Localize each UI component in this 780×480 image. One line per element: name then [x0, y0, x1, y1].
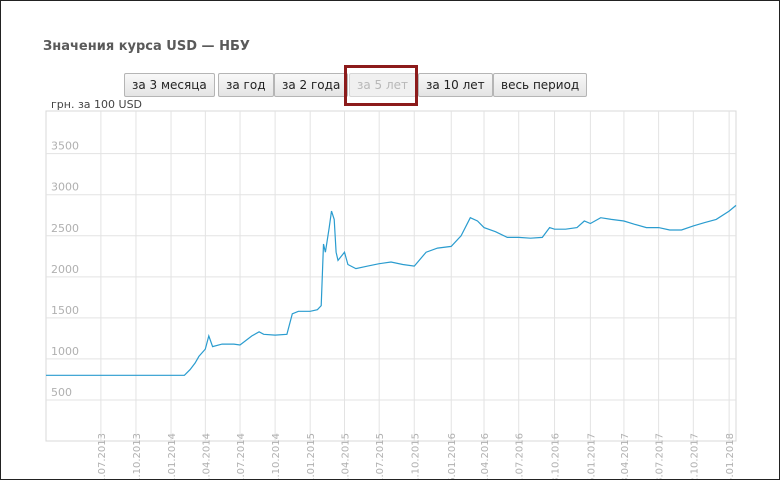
x-tick-label: 01.07.2016 — [515, 433, 526, 479]
x-tick-label: 03.07.2017 — [655, 433, 666, 479]
y-tick-label: 2500 — [51, 222, 79, 235]
range-button[interactable]: за 3 месяца — [124, 73, 215, 97]
x-tick-label: 01.10.2015 — [410, 433, 421, 479]
range-button[interactable]: весь период — [493, 73, 588, 97]
range-button[interactable]: за 10 лет — [418, 73, 493, 97]
x-tick-label: 04.01.2018 — [725, 433, 736, 479]
y-tick-label: 1500 — [51, 304, 79, 317]
y-tick-label: 1000 — [51, 345, 79, 358]
y-tick-label: 3000 — [51, 181, 79, 194]
x-tick-label: 01.01.2014 — [167, 433, 178, 479]
x-tick-label: 01.07.2015 — [375, 433, 386, 479]
data-line — [46, 204, 737, 376]
x-tick-label: 03.04.2017 — [620, 433, 631, 479]
x-tick-label: 06.01.2016 — [447, 433, 458, 479]
x-tick-label: 01.10.2014 — [271, 433, 282, 479]
range-button[interactable]: за 5 лет — [349, 73, 417, 97]
y-axis-label: грн. за 100 USD — [51, 98, 142, 111]
x-tick-label: 01.01.2015 — [306, 433, 317, 479]
x-tick-label: 01.10.2013 — [132, 433, 143, 479]
x-tick-label: 01.04.2016 — [480, 433, 491, 479]
x-tick-label: 01.04.2014 — [201, 433, 212, 479]
range-button[interactable]: за год — [218, 73, 274, 97]
chart-title: Значения курса USD — НБУ — [43, 39, 250, 54]
x-tick-label: 03.10.2016 — [551, 433, 562, 479]
x-tick-label: 01.07.2013 — [97, 433, 108, 479]
x-tick-label: 01.04.2015 — [340, 433, 351, 479]
range-button[interactable]: за 2 года — [274, 73, 349, 97]
x-tick-label: 05.01.2017 — [586, 433, 597, 479]
highlight-box — [344, 65, 418, 106]
y-tick-label: 500 — [51, 386, 72, 399]
x-tick-label: 02.10.2017 — [689, 433, 700, 479]
plot-area — [45, 110, 737, 442]
y-tick-label: 3500 — [51, 140, 79, 153]
x-tick-label: 01.07.2014 — [236, 433, 247, 479]
y-tick-label: 2000 — [51, 263, 79, 276]
